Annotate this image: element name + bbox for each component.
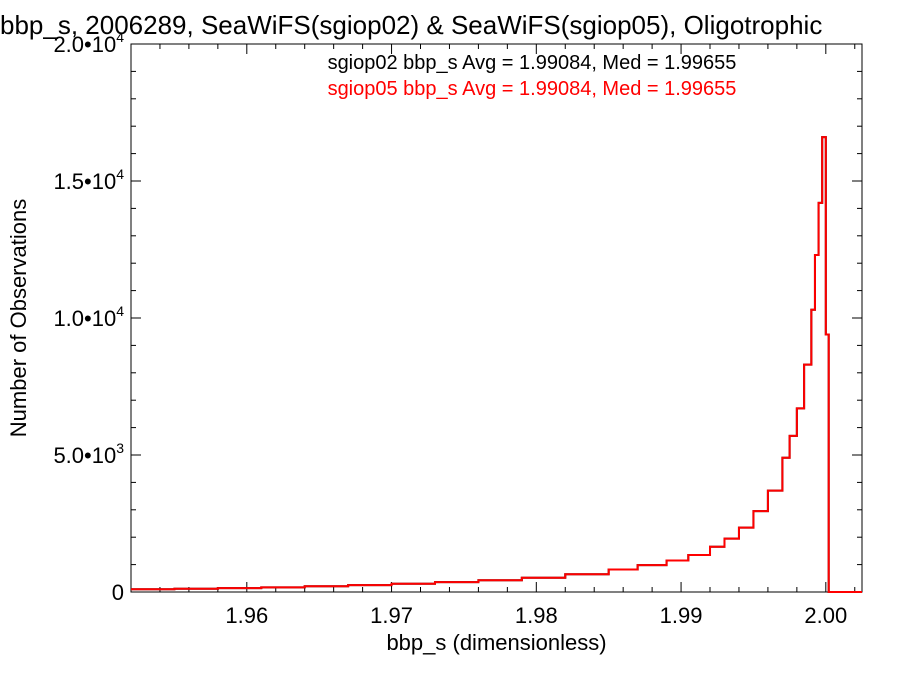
y-tick-label: 5.0•103 (53, 440, 124, 468)
x-tick-label: 2.00 (804, 603, 847, 628)
plot-frame (130, 43, 863, 593)
x-tick-label: 1.98 (515, 603, 558, 628)
stat-annotation: sgiop02 bbp_s Avg = 1.99084, Med = 1.996… (328, 52, 737, 74)
x-tick-label: 1.96 (225, 603, 268, 628)
x-axis-label: bbp_s (dimensionless) (386, 630, 606, 655)
y-tick-label: 1.0•104 (53, 303, 124, 331)
y-tick-label: 2.0•104 (53, 29, 124, 57)
stat-annotation: sgiop05 bbp_s Avg = 1.99084, Med = 1.996… (328, 78, 737, 100)
stats-annotations: sgiop02 bbp_s Avg = 1.99084, Med = 1.996… (328, 52, 737, 100)
y-tick-label: 0 (112, 580, 124, 605)
series-sgiop02-histogram (131, 136, 862, 593)
y-tick-label: 1.5•104 (53, 166, 124, 194)
x-tick-label: 1.97 (370, 603, 413, 628)
chart-title: bbp_s, 2006289, SeaWiFS(sgiop02) & SeaWi… (0, 10, 822, 40)
y-axis-ticks: 0 5.0•103 1.0•104 1.5•104 2.0•104 (53, 29, 862, 605)
x-axis-ticks: 1.96 1.97 1.98 1.99 2.00 (130, 44, 856, 628)
y-axis-label: Number of Observations (6, 199, 31, 437)
series-layer (131, 136, 862, 593)
series-sgiop05-histogram (131, 136, 862, 593)
x-tick-label: 1.99 (660, 603, 703, 628)
